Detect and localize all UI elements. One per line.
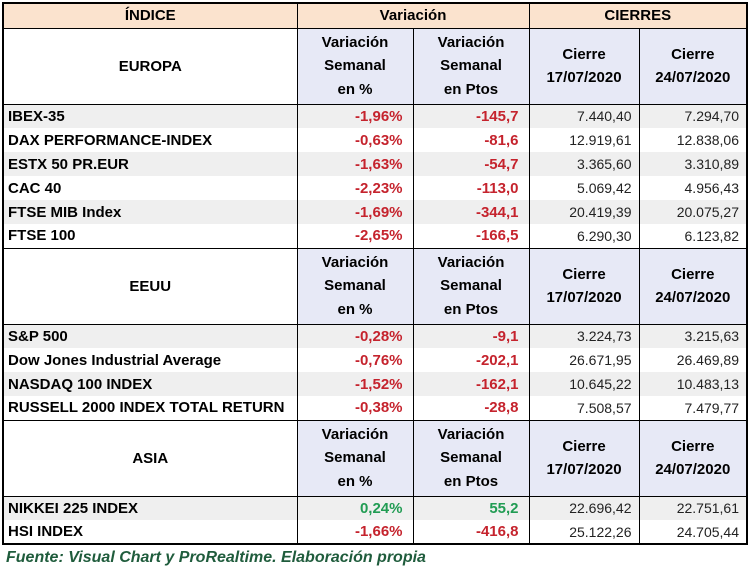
weekly-change-pts: -9,1 [412, 324, 530, 348]
weekly-change-pct: -0,63% [296, 128, 414, 152]
section-name-europa: EUROPA [2, 27, 298, 105]
col-header-pct: Variación Semanal en % [296, 419, 414, 497]
weekly-change-pct: -0,28% [296, 324, 414, 348]
weekly-change-pct: -0,38% [296, 396, 414, 420]
index-name: NASDAQ 100 INDEX [2, 372, 298, 396]
table-row: ÍNDICE Variación CIERRES [2, 2, 748, 29]
source-note: Fuente: Visual Chart y ProRealtime. Elab… [6, 549, 426, 566]
weekly-change-pct: -2,65% [296, 224, 414, 248]
index-name: ESTX 50 PR.EUR [2, 152, 298, 176]
table-row: CAC 40 -2,23% -113,0 5.069,42 4.956,43 [2, 176, 748, 200]
weekly-change-pts: -81,6 [412, 128, 530, 152]
close-last: 10.483,13 [638, 372, 748, 396]
col-header-close-last: Cierre 24/07/2020 [638, 247, 748, 325]
weekly-change-pct: -2,23% [296, 176, 414, 200]
table-row: NASDAQ 100 INDEX -1,52% -162,1 10.645,22… [2, 372, 748, 396]
close-last: 24.705,44 [638, 520, 748, 544]
close-prev: 22.696,42 [528, 496, 640, 520]
table-row: ASIA Variación Semanal en % Variación Se… [2, 419, 748, 497]
col-header-pct: Variación Semanal en % [296, 27, 414, 105]
close-last: 12.838,06 [638, 128, 748, 152]
index-name: DAX PERFORMANCE-INDEX [2, 128, 298, 152]
weekly-change-pts: -28,8 [412, 396, 530, 420]
close-prev: 7.440,40 [528, 104, 640, 128]
index-name: HSI INDEX [2, 520, 298, 544]
index-name: FTSE MIB Index [2, 200, 298, 224]
close-last: 22.751,61 [638, 496, 748, 520]
title-variacion: Variación [296, 2, 530, 29]
weekly-change-pts: -416,8 [412, 520, 530, 544]
weekly-change-pct: -1,69% [296, 200, 414, 224]
section-name-eeuu: EEUU [2, 247, 298, 325]
index-name: RUSSELL 2000 INDEX TOTAL RETURN [2, 396, 298, 420]
col-header-close-prev: Cierre 17/07/2020 [528, 419, 640, 497]
close-prev: 10.645,22 [528, 372, 640, 396]
close-prev: 5.069,42 [528, 176, 640, 200]
table-row: IBEX-35 -1,96% -145,7 7.440,40 7.294,70 [2, 104, 748, 128]
col-header-pts: Variación Semanal en Ptos [412, 419, 530, 497]
close-prev: 3.224,73 [528, 324, 640, 348]
weekly-change-pts: -344,1 [412, 200, 530, 224]
table-row: EEUU Variación Semanal en % Variación Se… [2, 247, 748, 325]
close-prev: 12.919,61 [528, 128, 640, 152]
weekly-change-pct: 0,24% [296, 496, 414, 520]
close-last: 3.310,89 [638, 152, 748, 176]
col-header-close-prev: Cierre 17/07/2020 [528, 27, 640, 105]
table-row: DAX PERFORMANCE-INDEX -0,63% -81,6 12.91… [2, 128, 748, 152]
indices-table: ÍNDICE Variación CIERRES EUROPA Variació… [2, 2, 748, 545]
weekly-change-pct: -1,96% [296, 104, 414, 128]
table-row: HSI INDEX -1,66% -416,8 25.122,26 24.705… [2, 520, 748, 544]
title-cierres: CIERRES [528, 2, 748, 29]
index-name: Dow Jones Industrial Average [2, 348, 298, 372]
close-prev: 20.419,39 [528, 200, 640, 224]
close-last: 7.479,77 [638, 396, 748, 420]
section-name-asia: ASIA [2, 419, 298, 497]
index-name: NIKKEI 225 INDEX [2, 496, 298, 520]
table-row: FTSE 100 -2,65% -166,5 6.290,30 6.123,82 [2, 224, 748, 248]
weekly-change-pts: -54,7 [412, 152, 530, 176]
weekly-change-pct: -1,63% [296, 152, 414, 176]
weekly-change-pct: -1,66% [296, 520, 414, 544]
table-row: FTSE MIB Index -1,69% -344,1 20.419,39 2… [2, 200, 748, 224]
close-last: 26.469,89 [638, 348, 748, 372]
index-name: IBEX-35 [2, 104, 298, 128]
weekly-change-pts: -162,1 [412, 372, 530, 396]
weekly-change-pts: -202,1 [412, 348, 530, 372]
col-header-pct: Variación Semanal en % [296, 247, 414, 325]
close-prev: 7.508,57 [528, 396, 640, 420]
table-row: EUROPA Variación Semanal en % Variación … [2, 27, 748, 105]
table-row: ESTX 50 PR.EUR -1,63% -54,7 3.365,60 3.3… [2, 152, 748, 176]
weekly-change-pct: -1,52% [296, 372, 414, 396]
close-last: 20.075,27 [638, 200, 748, 224]
weekly-change-pts: -145,7 [412, 104, 530, 128]
close-last: 7.294,70 [638, 104, 748, 128]
col-header-close-prev: Cierre 17/07/2020 [528, 247, 640, 325]
weekly-change-pts: -113,0 [412, 176, 530, 200]
index-name: FTSE 100 [2, 224, 298, 248]
col-header-close-last: Cierre 24/07/2020 [638, 27, 748, 105]
close-prev: 25.122,26 [528, 520, 640, 544]
close-prev: 26.671,95 [528, 348, 640, 372]
table-row: S&P 500 -0,28% -9,1 3.224,73 3.215,63 [2, 324, 748, 348]
close-last: 4.956,43 [638, 176, 748, 200]
col-header-pts: Variación Semanal en Ptos [412, 247, 530, 325]
close-prev: 6.290,30 [528, 224, 640, 248]
weekly-change-pts: -166,5 [412, 224, 530, 248]
col-header-pts: Variación Semanal en Ptos [412, 27, 530, 105]
index-name: S&P 500 [2, 324, 298, 348]
weekly-change-pts: 55,2 [412, 496, 530, 520]
index-name: CAC 40 [2, 176, 298, 200]
title-indice: ÍNDICE [2, 2, 298, 29]
table-row: NIKKEI 225 INDEX 0,24% 55,2 22.696,42 22… [2, 496, 748, 520]
close-last: 3.215,63 [638, 324, 748, 348]
col-header-close-last: Cierre 24/07/2020 [638, 419, 748, 497]
table-row: Dow Jones Industrial Average -0,76% -202… [2, 348, 748, 372]
close-prev: 3.365,60 [528, 152, 640, 176]
weekly-change-pct: -0,76% [296, 348, 414, 372]
close-last: 6.123,82 [638, 224, 748, 248]
table-row: RUSSELL 2000 INDEX TOTAL RETURN -0,38% -… [2, 396, 748, 420]
